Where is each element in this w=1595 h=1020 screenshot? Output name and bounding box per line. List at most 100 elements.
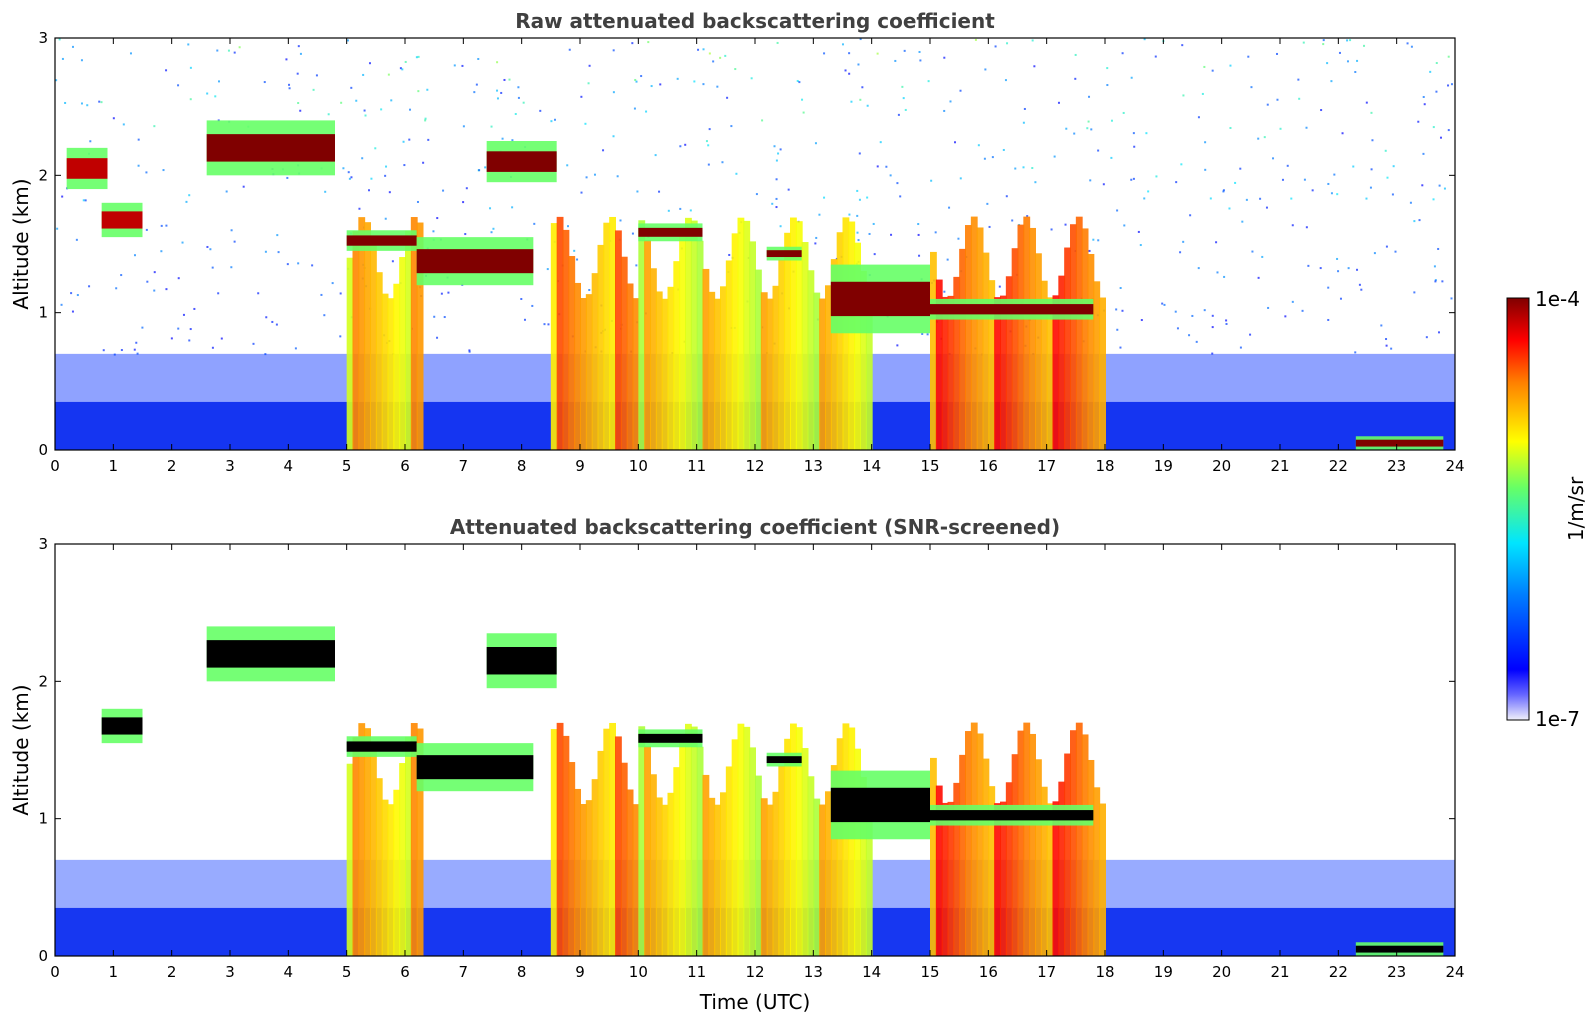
noise-speck [511, 206, 513, 208]
x-tick-label: 21 [1270, 963, 1289, 981]
x-tick-label: 8 [517, 963, 527, 981]
precip-streak [942, 297, 949, 450]
noise-speck [1440, 137, 1442, 139]
precip-streak [965, 731, 972, 956]
noise-speck [101, 101, 103, 103]
noise-speck [218, 80, 220, 82]
precip-streak [959, 249, 966, 450]
noise-speck [81, 59, 83, 61]
x-tick-label: 17 [1037, 963, 1056, 981]
noise-speck [776, 198, 778, 200]
noise-speck [573, 250, 575, 252]
precip-streak [580, 298, 587, 450]
x-tick-label: 1 [109, 457, 119, 475]
noise-speck [1386, 345, 1388, 347]
precip-streak [808, 776, 815, 956]
precip-streak [1023, 723, 1030, 956]
precip-streak [1029, 734, 1036, 956]
noise-speck [1034, 181, 1036, 183]
noise-speck [818, 214, 820, 216]
noise-speck [98, 101, 100, 103]
precip-streak [767, 299, 774, 450]
noise-speck [1284, 315, 1286, 317]
precip-streak [388, 804, 395, 956]
noise-speck [289, 87, 291, 89]
noise-speck [339, 335, 341, 337]
noise-speck [463, 125, 465, 127]
precip-streak [1047, 297, 1054, 450]
noise-speck [389, 191, 391, 193]
noise-speck [776, 160, 778, 162]
noise-speck [1249, 334, 1251, 336]
noise-speck [1110, 157, 1112, 159]
precip-streak [399, 257, 406, 450]
precip-streak [603, 729, 610, 956]
noise-speck [432, 230, 434, 232]
noise-speck [896, 182, 898, 184]
cloud-layer-core [207, 640, 335, 667]
noise-speck [342, 167, 344, 169]
noise-speck [214, 95, 216, 97]
precip-streak [738, 724, 745, 956]
precip-streak [388, 298, 395, 450]
precip-streak [1047, 803, 1054, 956]
plot1-ylabel: Altitude (km) [9, 178, 33, 309]
noise-speck [1074, 78, 1076, 80]
noise-speck [271, 321, 273, 323]
noise-speck [1121, 310, 1123, 312]
noise-speck [193, 308, 195, 310]
noise-speck [401, 68, 403, 70]
noise-speck [693, 80, 695, 82]
noise-speck [1413, 291, 1415, 293]
noise-speck [1251, 251, 1253, 253]
noise-speck [1051, 228, 1053, 230]
x-tick-label: 7 [459, 457, 469, 475]
noise-speck [489, 207, 491, 209]
noise-speck [1138, 231, 1140, 233]
noise-speck [1147, 190, 1149, 192]
noise-speck [885, 166, 887, 168]
noise-speck [1006, 195, 1008, 197]
noise-speck [424, 119, 426, 121]
precip-streak [697, 747, 704, 956]
noise-speck [418, 56, 420, 58]
noise-speck [217, 292, 219, 294]
precip-streak [1012, 754, 1019, 956]
noise-speck [726, 97, 728, 99]
x-tick-label: 6 [400, 457, 410, 475]
precip-streak [802, 748, 809, 956]
noise-speck [1212, 315, 1214, 317]
noise-speck [1303, 42, 1305, 44]
noise-speck [427, 139, 429, 141]
noise-speck [1451, 297, 1453, 299]
noise-speck [72, 46, 74, 48]
cloud-layer-core [930, 810, 1093, 820]
noise-speck [299, 110, 301, 112]
noise-speck [1385, 150, 1387, 152]
cloud-layer-core [417, 249, 534, 273]
noise-speck [464, 233, 466, 235]
noise-speck [77, 294, 79, 296]
noise-speck [602, 149, 604, 151]
precip-streak [977, 227, 984, 450]
noise-speck [1180, 163, 1182, 165]
noise-speck [1175, 181, 1177, 183]
noise-speck [85, 199, 87, 201]
noise-speck [62, 58, 64, 60]
noise-speck [1419, 219, 1421, 221]
noise-speck [1123, 112, 1125, 114]
x-tick-label: 22 [1329, 963, 1348, 981]
precip-streak [708, 798, 715, 956]
precip-streak [848, 222, 855, 450]
noise-speck [425, 118, 427, 120]
noise-speck [264, 81, 266, 83]
noise-speck [566, 164, 568, 166]
noise-speck [177, 328, 179, 330]
precip-streak [644, 240, 651, 450]
noise-speck [867, 105, 869, 107]
noise-speck [368, 189, 370, 191]
noise-speck [511, 139, 513, 141]
noise-speck [1032, 39, 1034, 41]
x-tick-label: 13 [804, 963, 823, 981]
noise-speck [918, 255, 920, 257]
